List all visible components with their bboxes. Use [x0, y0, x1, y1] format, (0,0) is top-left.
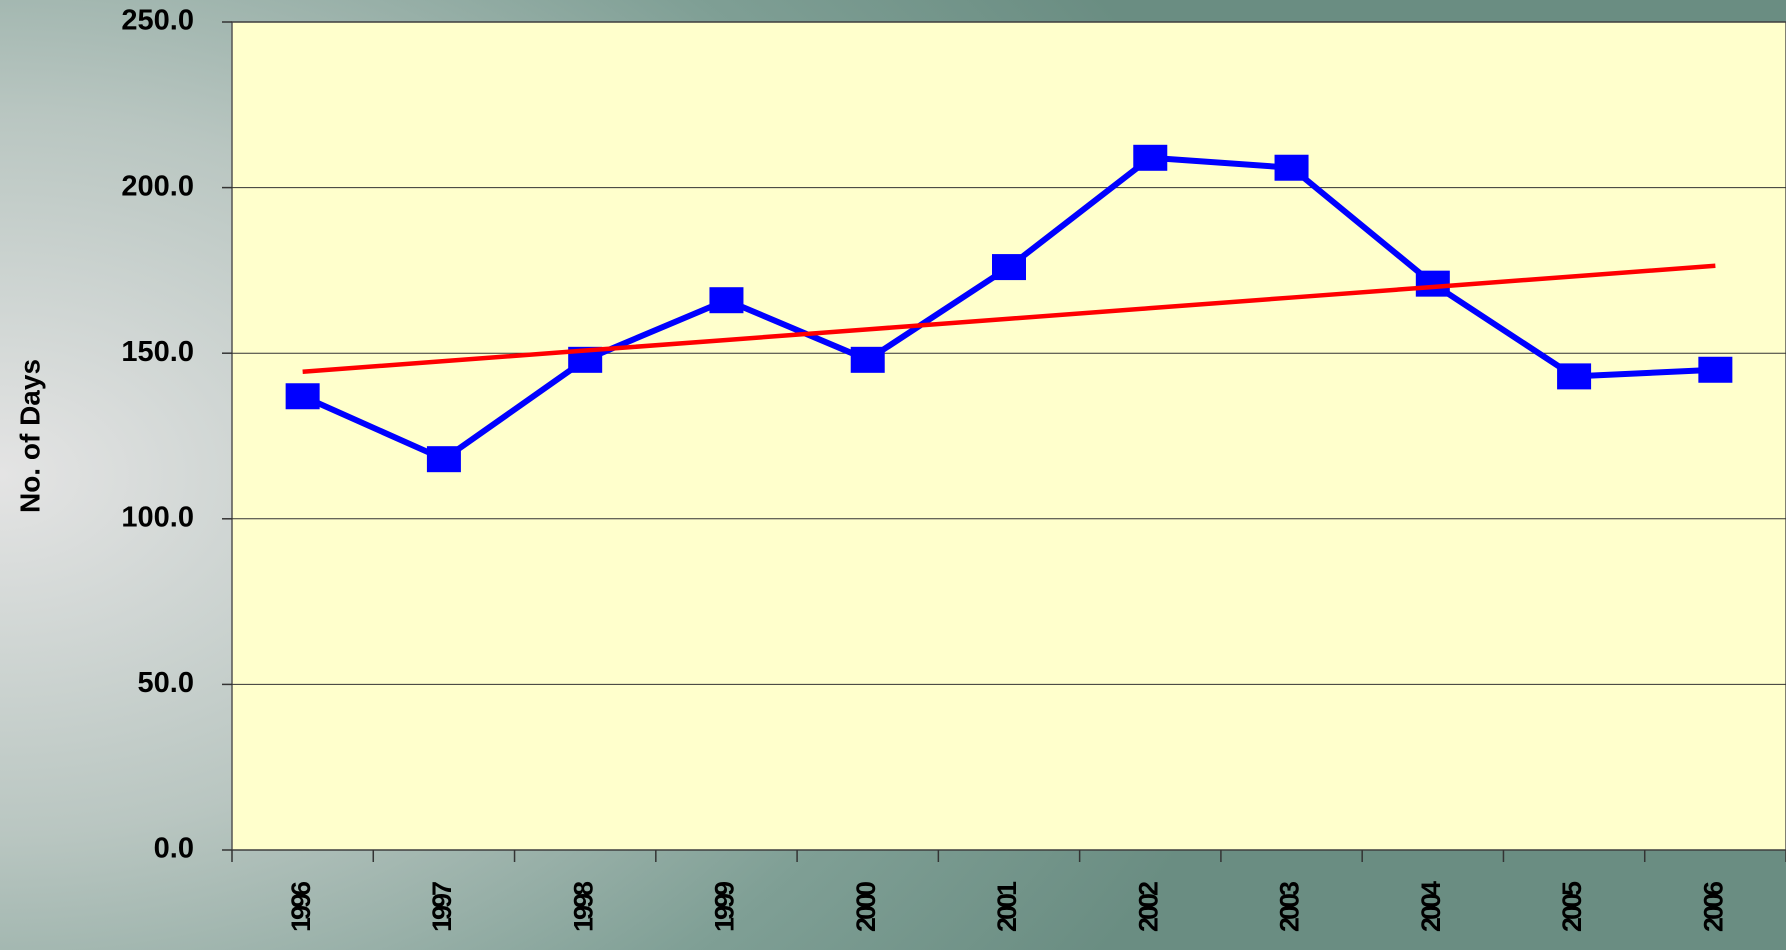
y-tick-label: 200.0 — [121, 170, 194, 202]
marker — [285, 383, 320, 410]
marker — [850, 346, 885, 373]
plot-area — [231, 21, 1786, 851]
x-tick-label: 2002 — [1133, 882, 1163, 932]
marker — [709, 287, 744, 314]
marker — [992, 254, 1026, 281]
x-tick-label: 1998 — [568, 881, 598, 932]
y-tick-label: 0.0 — [154, 833, 194, 865]
marker — [1698, 356, 1733, 383]
y-tick-label: 100.0 — [121, 501, 194, 533]
y-tick-label: 250.0 — [121, 5, 194, 37]
x-tick-label: 2000 — [851, 882, 881, 932]
x-tick-label: 1999 — [710, 881, 740, 932]
x-tick-label: 1996 — [286, 881, 316, 932]
y-axis-label: No. of Days — [14, 359, 45, 513]
marker — [1415, 270, 1450, 297]
marker — [1133, 144, 1168, 171]
x-tick-label: 2005 — [1557, 881, 1587, 932]
x-tick-label: 1997 — [427, 882, 457, 932]
marker — [426, 446, 461, 473]
x-tick-label: 2006 — [1698, 881, 1728, 932]
x-tick-label: 2004 — [1416, 881, 1446, 932]
y-tick-label: 150.0 — [121, 336, 194, 368]
x-tick-label: 2001 — [992, 881, 1022, 932]
x-tick-label: 2003 — [1275, 881, 1305, 932]
marker — [1274, 154, 1309, 181]
trend-line — [302, 263, 1716, 374]
marker — [1557, 363, 1592, 390]
y-tick-label: 50.0 — [138, 667, 194, 699]
